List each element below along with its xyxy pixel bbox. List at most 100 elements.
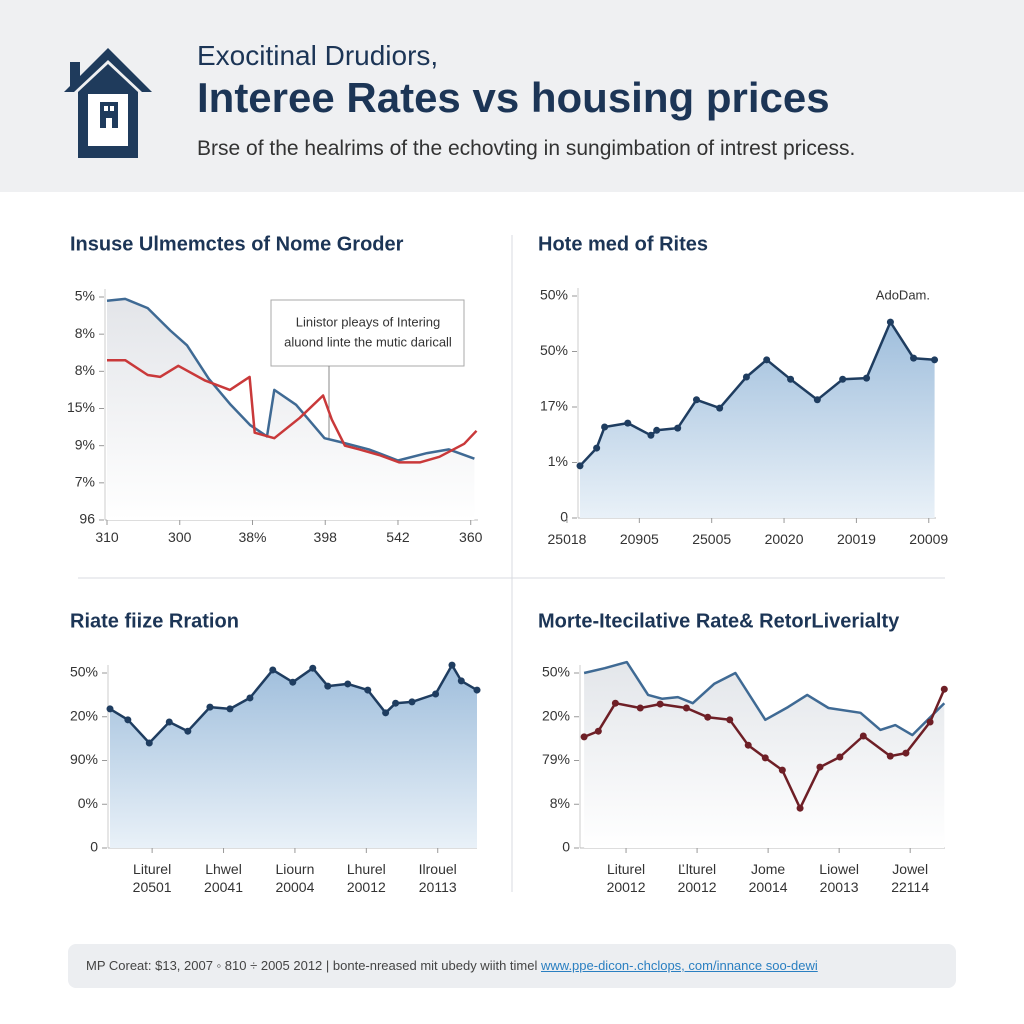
point (910, 354, 918, 362)
point (309, 664, 317, 672)
point (206, 703, 214, 711)
callout-box (270, 299, 465, 367)
point (576, 462, 584, 470)
line (579, 320, 935, 467)
point (392, 699, 400, 707)
point (145, 739, 153, 747)
x-tick-label: Liowel 20013 (819, 861, 859, 895)
point (742, 373, 750, 381)
point (778, 766, 786, 774)
point (692, 396, 700, 404)
y-tick-label: 0 (562, 839, 570, 855)
chart-title: Hote med of Rites (538, 233, 708, 255)
chart-title: Insuse Ulmemctes of Nome Groder (70, 233, 404, 255)
point (611, 699, 619, 707)
point (344, 680, 352, 688)
line (583, 660, 946, 737)
x-tick-label: 20020 (764, 531, 804, 547)
point (787, 375, 795, 383)
x-tick-label: 300 (168, 529, 192, 545)
x-tick-label: Jowel 22114 (891, 861, 930, 895)
point (408, 698, 416, 706)
x-tick-label: Lhwel 20041 (204, 861, 243, 895)
point (624, 419, 632, 427)
y-tick-label: 1% (548, 453, 568, 469)
area (107, 298, 475, 520)
chart-title: Riate fiize Rration (70, 610, 239, 632)
y-tick-label: 50% (542, 664, 570, 680)
x-tick-label: 38% (238, 529, 267, 545)
point (761, 754, 769, 762)
y-tick-label: 50% (70, 664, 98, 680)
y-tick-label: 20% (542, 707, 570, 723)
x-tick-label: 360 (459, 529, 483, 545)
point (744, 741, 752, 749)
area (110, 665, 477, 848)
point (647, 431, 655, 439)
point (763, 356, 771, 364)
point (682, 704, 690, 712)
point (580, 733, 588, 741)
y-tick-label: 9% (75, 436, 95, 452)
footer: MP Coreat: $13, 2007 ◦ 810 ÷ 2005 2012 |… (68, 944, 956, 988)
y-tick-label: 0 (560, 509, 568, 525)
annotation: AdoDam. (876, 287, 930, 302)
point (448, 661, 456, 669)
point (289, 678, 297, 686)
point (473, 686, 481, 694)
x-tick-label: 25005 (692, 531, 732, 547)
point (457, 677, 465, 685)
area (580, 322, 935, 518)
point (863, 374, 871, 382)
y-tick-label: 15% (67, 399, 95, 415)
x-tick-label: 20009 (909, 531, 949, 547)
point (636, 704, 644, 712)
y-tick-label: 0% (78, 795, 98, 811)
annotation: aluond linte the mutic daricall (284, 334, 452, 349)
x-tick-label: Liturel 20012 (606, 861, 646, 895)
point (704, 713, 712, 721)
point (601, 423, 609, 431)
point (364, 686, 372, 694)
y-tick-label: 50% (540, 342, 568, 358)
point (726, 716, 734, 724)
point (813, 396, 821, 404)
x-tick-label: Ilrouel 20113 (418, 861, 457, 895)
y-tick-label: 20% (70, 707, 98, 723)
y-tick-label: 8% (75, 325, 95, 341)
point (940, 685, 948, 693)
x-tick-label: 25018 (547, 531, 587, 547)
y-tick-label: 96 (79, 511, 95, 527)
y-tick-label: 90% (70, 751, 98, 767)
point (106, 705, 114, 713)
x-tick-label: Ľlturel 20012 (677, 861, 717, 895)
point (716, 404, 724, 412)
point (226, 705, 234, 713)
x-tick-label: Jome 20014 (748, 861, 788, 895)
y-tick-label: 50% (540, 287, 568, 303)
house-icon (64, 48, 152, 158)
point (246, 694, 254, 702)
point (593, 444, 601, 452)
y-tick-label: 79% (542, 751, 570, 767)
point (269, 666, 277, 674)
kicker: Exocitinal Drudiors, (197, 40, 439, 71)
line (106, 297, 475, 462)
point (653, 426, 661, 434)
point (432, 690, 440, 698)
point (859, 732, 867, 740)
footer-link[interactable]: www.ppe-dicon-.chclops, com/innance soo-… (541, 958, 818, 973)
x-tick-label: Liturel 20501 (132, 861, 172, 895)
point (656, 700, 664, 708)
header (0, 0, 1024, 192)
point (836, 753, 844, 761)
point (926, 718, 934, 726)
line (107, 358, 478, 464)
x-tick-label: 398 (313, 529, 337, 545)
point (886, 318, 894, 326)
point (902, 749, 910, 757)
y-tick-label: 8% (550, 795, 570, 811)
chart-title: Morte-Itecilative Rate& RetorLiverialty (538, 610, 900, 632)
